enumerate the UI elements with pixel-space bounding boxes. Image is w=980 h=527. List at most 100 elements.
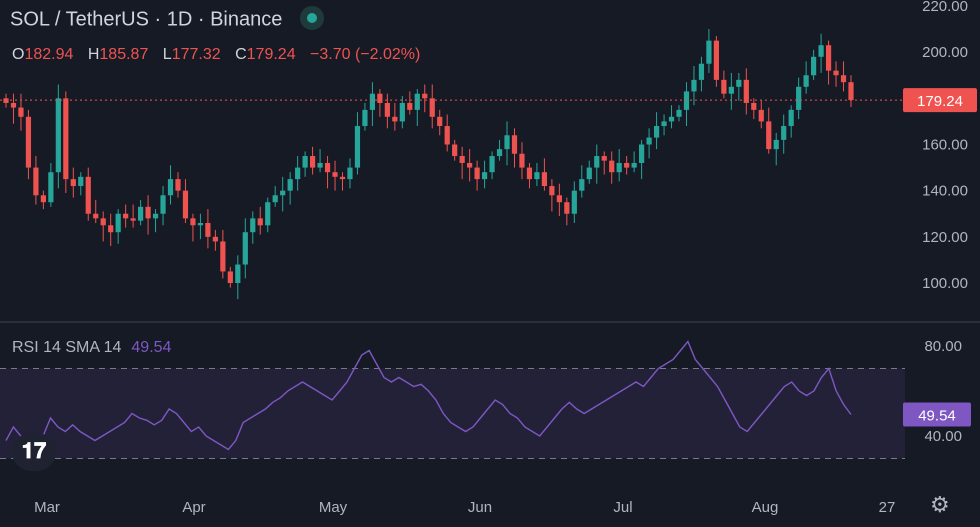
candle-body	[631, 162, 637, 168]
candle-body	[661, 121, 667, 127]
candle-body	[437, 116, 443, 127]
rsi-last-label: 49.54	[918, 408, 956, 425]
candle-body	[78, 176, 84, 187]
candle-body	[384, 102, 390, 117]
candle-body	[601, 156, 607, 161]
candle-body	[706, 40, 712, 64]
rsi-last-tag	[903, 402, 971, 427]
time-axis: Mar Apr May Jun Jul Aug 27	[34, 499, 895, 516]
candle-body	[571, 190, 577, 214]
candle-body	[668, 116, 675, 122]
candle-body	[594, 156, 600, 168]
candle-body	[676, 109, 682, 117]
candle-body	[489, 156, 495, 173]
candle-body	[115, 213, 121, 233]
candle-body	[519, 153, 525, 168]
candle-body	[190, 218, 196, 226]
time-tick-label: Apr	[182, 499, 205, 516]
candle-body	[773, 139, 779, 150]
candle-body	[287, 179, 293, 191]
candle-body	[70, 179, 76, 187]
candle-body	[182, 190, 189, 219]
candle-body	[63, 98, 69, 180]
candle-body	[444, 126, 450, 145]
candle-body	[541, 172, 548, 187]
candle-body	[429, 98, 435, 117]
rsi-legend[interactable]: RSI 14 SMA 14 49.54	[12, 339, 171, 357]
candle-body	[33, 167, 39, 196]
candle-body	[766, 121, 772, 150]
candle-body	[235, 264, 241, 283]
tradingview-logo-icon[interactable]: 𝟏𝟕	[12, 433, 56, 471]
candle-body	[474, 167, 480, 180]
rsi-line-series	[5, 340, 852, 451]
rsi-label: RSI 14 SMA 14	[12, 339, 122, 356]
candle-body	[840, 75, 847, 83]
candle-body	[175, 179, 181, 191]
candle-body	[212, 236, 218, 242]
candle-body	[639, 144, 645, 163]
candle-body	[265, 202, 271, 226]
candle-body	[399, 102, 405, 122]
candle-body	[586, 167, 592, 180]
rsi-tick-label: 40.00	[924, 428, 962, 445]
candle-body	[526, 167, 533, 180]
symbol-header[interactable]: SOL / TetherUS · 1D · Binance	[10, 6, 324, 32]
gear-icon[interactable]: ⚙	[930, 493, 950, 518]
price-tick-label: 220.00	[922, 0, 968, 15]
candle-body	[407, 102, 413, 110]
candle-body	[123, 213, 129, 219]
candle-body	[422, 93, 428, 99]
candle-body	[3, 98, 9, 103]
candle-body	[392, 116, 398, 122]
rsi-band-fill	[0, 368, 905, 459]
ohlc-legend: O182.94 H185.87 L177.32 C179.24 −3.70 (−…	[12, 46, 430, 64]
candle-body	[609, 160, 615, 173]
candle-body	[152, 213, 159, 219]
close-label: C	[235, 46, 247, 63]
candle-body	[534, 172, 540, 180]
candle-body	[48, 172, 54, 203]
candle-body	[788, 109, 794, 127]
candle-body	[85, 176, 91, 214]
candle-body	[467, 162, 473, 168]
candle-body	[280, 190, 286, 196]
candle-body	[579, 179, 585, 191]
candle-body	[362, 109, 368, 127]
candle-body	[481, 172, 488, 180]
low-value: 177.32	[171, 46, 221, 63]
symbol-title: SOL / TetherUS · 1D · Binance	[10, 8, 283, 31]
candle-body	[825, 45, 832, 71]
time-tick-label: 27	[879, 499, 896, 516]
candle-body	[332, 172, 338, 177]
price-axis: 220.00200.00180.00160.00140.00120.00100.…	[0, 0, 977, 292]
candle-body	[145, 206, 151, 219]
time-tick-label: Aug	[752, 499, 779, 516]
candle-body	[302, 156, 308, 168]
candle-body	[414, 93, 420, 110]
candle-body	[721, 79, 727, 94]
rsi-value: 49.54	[131, 339, 172, 356]
candle-body	[160, 195, 166, 214]
candle-body	[272, 195, 278, 203]
candle-body	[347, 167, 353, 180]
open-label: O	[12, 46, 25, 63]
candle-body	[354, 126, 361, 168]
price-tick-label: 120.00	[922, 229, 968, 246]
candle-body	[40, 195, 46, 203]
candle-body	[100, 218, 106, 226]
candle-body	[250, 218, 256, 233]
high-value: 185.87	[99, 46, 149, 63]
last-price-label: 179.24	[917, 93, 963, 110]
candle-body	[504, 135, 510, 150]
candle-body	[295, 167, 301, 180]
candle-body	[758, 109, 764, 122]
candle-body	[713, 40, 719, 80]
rsi-axis: 80.00 40.00 49.54	[903, 338, 971, 445]
market-status-icon	[299, 6, 324, 30]
candle-body	[55, 98, 61, 173]
candle-body	[25, 116, 32, 168]
candle-body	[138, 206, 144, 221]
candle-body	[811, 56, 817, 76]
